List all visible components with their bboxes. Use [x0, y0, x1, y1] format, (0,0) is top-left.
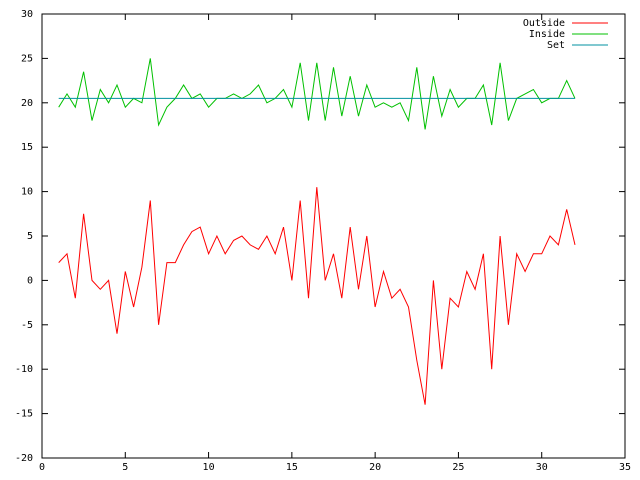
x-tick-label: 35 — [619, 462, 631, 473]
y-tick-label: 0 — [27, 275, 33, 286]
y-tick-label: 5 — [27, 231, 33, 242]
y-tick-label: 25 — [21, 53, 33, 64]
legend-label: Inside — [529, 29, 565, 40]
y-tick-label: 20 — [21, 98, 33, 109]
x-tick-label: 0 — [39, 462, 45, 473]
x-tick-label: 10 — [203, 462, 215, 473]
x-tick-label: 5 — [122, 462, 128, 473]
x-tick-label: 25 — [452, 462, 464, 473]
x-tick-label: 20 — [369, 462, 381, 473]
x-tick-label: 15 — [286, 462, 298, 473]
y-tick-label: -20 — [15, 453, 33, 464]
data-line — [58, 58, 576, 130]
plot-border — [41, 13, 626, 459]
y-tick-label: -10 — [15, 364, 33, 375]
data-line — [58, 187, 576, 405]
legend-label: Outside — [523, 18, 565, 29]
y-tick-label: 10 — [21, 187, 33, 198]
y-tick-label: 30 — [21, 9, 33, 20]
y-tick-label: -5 — [21, 320, 33, 331]
y-tick-label: 15 — [21, 142, 33, 153]
legend-label: Set — [547, 40, 565, 51]
y-tick-label: -15 — [15, 409, 33, 420]
x-tick-label: 30 — [536, 462, 548, 473]
